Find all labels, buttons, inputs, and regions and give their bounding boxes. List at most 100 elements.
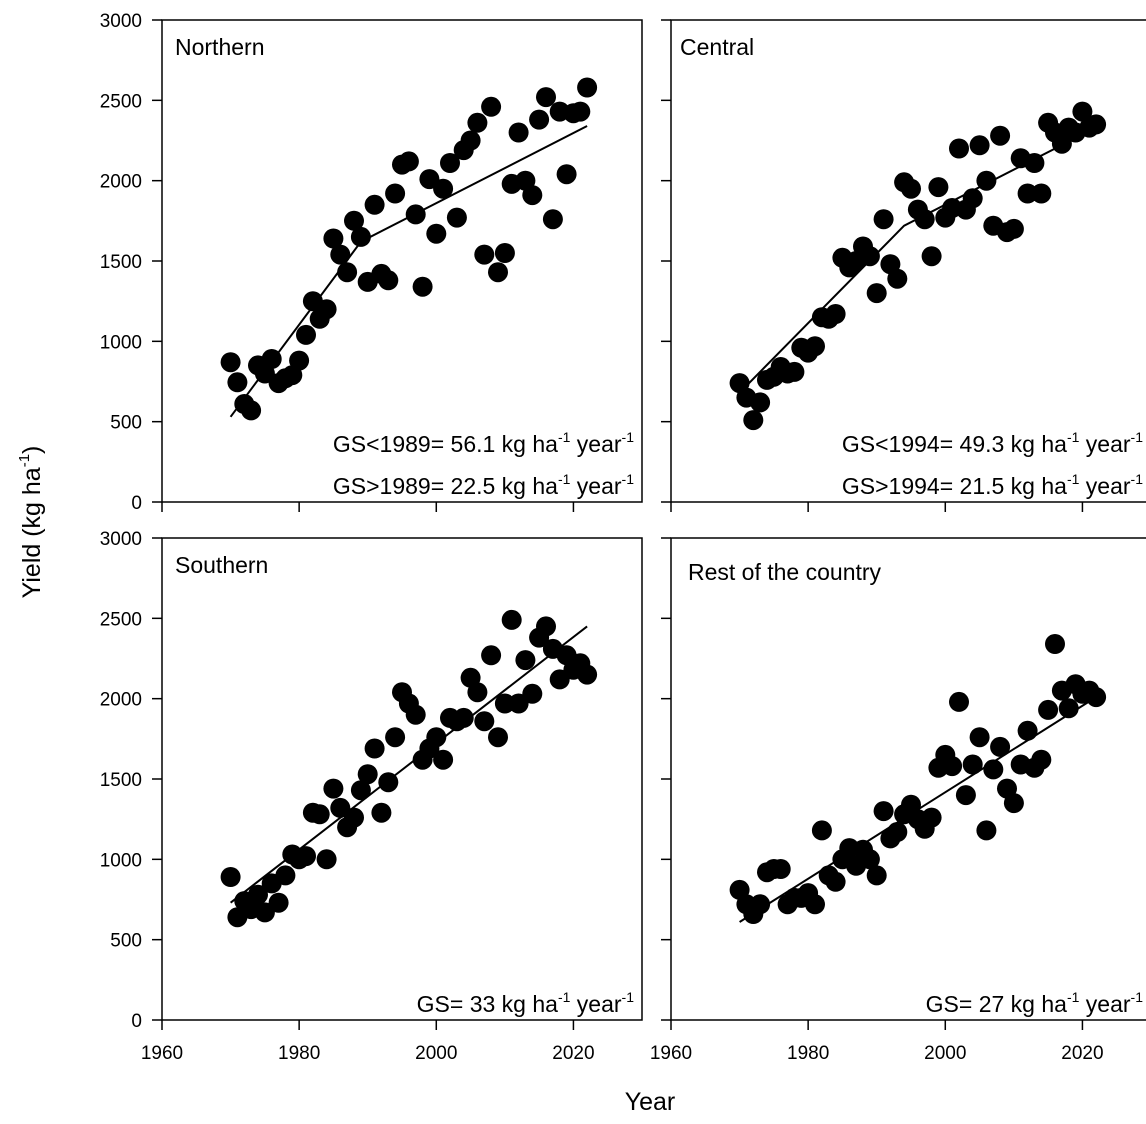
panel-4: 1960 1980 2000 2020 Rest of the country GS= 2… [650,537,1146,1064]
data-point [460,130,481,151]
data-point [227,372,248,393]
annotation-main: GS>1989= 22.5 kg ha [333,473,558,499]
data-point [556,164,577,185]
data-point [750,894,771,915]
data-point [542,209,563,230]
y-tick-label: 1500 [100,252,142,273]
growth-rate-annotation: GS= 33 kg ha-1 year-1 [417,989,635,1017]
data-point [1045,634,1065,654]
y-tick-label: 2500 [100,91,142,112]
data-point [344,807,364,828]
data-point [866,865,887,886]
data-point [385,183,406,204]
data-point [921,807,942,828]
data-point [1086,114,1107,135]
annotation-unit: year [570,991,621,1017]
annotation-main: GS= 27 kg ha [926,991,1067,1017]
data-point [949,138,969,159]
data-point [969,135,990,156]
annotation-sup: -1 [1131,989,1144,1005]
y-tick-label: 3000 [100,11,142,32]
data-point [515,650,536,671]
annotation-sup: -1 [1067,471,1080,487]
data-point [811,820,832,841]
data-point [220,352,241,373]
panel-title: Central [680,34,754,60]
growth-rate-annotation: GS<1994= 49.3 kg ha-1 year-1 [842,429,1143,457]
panel-title: Northern [175,34,264,60]
data-point [481,96,502,117]
data-point [241,400,262,421]
data-point [770,859,791,879]
data-point [1051,133,1072,154]
data-point [474,711,495,732]
annotation-sup: -1 [558,471,571,487]
panels-group: 0 500 1000 1500 2000 2500 3000 Northern GS<1989=… [100,11,1146,1064]
panel-1: 0 500 1000 1500 2000 2500 3000 Northern GS<1989=… [100,11,643,514]
data-point [371,802,392,823]
x-tick-label: 1980 [787,1043,829,1064]
growth-rate-annotation: GS>1994= 21.5 kg ha-1 year-1 [842,471,1143,499]
x-tick-label: 1960 [650,1043,692,1064]
x-tick-label: 1960 [141,1043,183,1064]
data-point [976,170,997,191]
data-point [467,112,488,133]
data-point [522,683,543,704]
annotation-main: GS>1994= 21.5 kg ha [842,473,1067,499]
x-tick-label: 1980 [278,1043,320,1064]
y-tick-label: 500 [110,931,142,952]
plot-frame [670,537,1146,1021]
panel-2: Central GS<1994= 49.3 kg ha-1 year-1 GS>19… [661,19,1146,512]
data-point [942,756,963,777]
data-point [289,350,310,371]
data-point [453,707,474,728]
data-point [1024,153,1045,173]
y-tick-label: 3000 [100,529,142,550]
growth-rate-annotation: GS>1989= 22.5 kg ha-1 year-1 [333,471,634,499]
data-point [220,867,241,887]
x-tick-label: 2000 [924,1043,966,1064]
data-point [364,194,385,215]
annotation-sup: -1 [1067,429,1080,445]
data-point [378,270,399,291]
data-point [570,101,591,122]
data-point [1017,720,1038,741]
data-point [261,349,282,369]
data-point [873,209,894,230]
data-point [433,749,454,770]
data-point [481,645,502,666]
data-point [309,804,330,825]
data-point [275,865,296,886]
growth-rate-annotation: GS= 27 kg ha-1 year-1 [926,989,1144,1017]
annotation-main: GS= 33 kg ha [417,991,558,1017]
data-point [962,754,983,775]
data-point [990,736,1011,757]
data-point [398,151,419,172]
data-point [1017,183,1038,204]
data-point [1058,698,1079,719]
data-point [330,244,351,265]
data-point [316,849,337,870]
data-point [873,801,894,822]
data-point [887,268,908,289]
data-point [577,77,598,98]
data-point [1031,749,1052,770]
annotation-sup: -1 [558,429,571,445]
y-tick-label: 500 [110,413,142,434]
data-point [969,727,990,748]
data-point [323,228,344,249]
annotation-main: GS<1994= 49.3 kg ha [842,431,1067,457]
annotation-unit: year [1079,991,1130,1017]
annotation-sup: -1 [622,989,635,1005]
data-point [323,778,344,799]
data-point [784,361,805,382]
data-point [296,324,316,345]
data-point [1038,699,1059,720]
data-point [248,884,268,905]
y-tick-label: 1000 [100,332,142,353]
data-point [501,609,522,630]
y-axis-title: Yield (kg ha-1) [16,446,46,599]
data-point [446,207,467,228]
x-tick-label: 2000 [415,1043,457,1064]
